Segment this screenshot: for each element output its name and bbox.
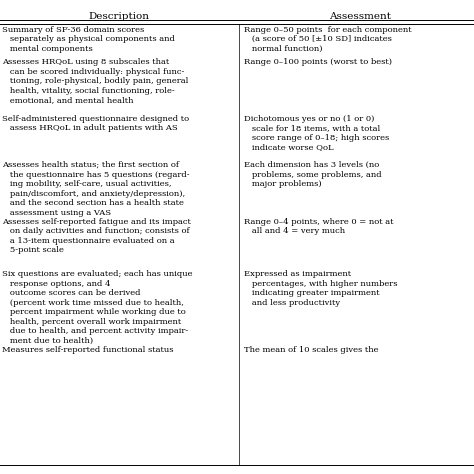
Text: The mean of 10 scales gives the: The mean of 10 scales gives the: [244, 346, 379, 354]
Text: Expressed as impairment
   percentages, with higher numbers
   indicating greate: Expressed as impairment percentages, wit…: [244, 270, 398, 307]
Text: Six questions are evaluated; each has unique
   response options, and 4
   outco: Six questions are evaluated; each has un…: [2, 270, 193, 345]
Text: Measures self-reported functional status: Measures self-reported functional status: [2, 346, 174, 354]
Text: Description: Description: [88, 12, 149, 21]
Text: Range 0–100 points (worst to best): Range 0–100 points (worst to best): [244, 58, 392, 66]
Text: Dichotomous yes or no (1 or 0)
   scale for 18 items, with a total
   score rang: Dichotomous yes or no (1 or 0) scale for…: [244, 115, 389, 151]
Text: Assesses HRQoL using 8 subscales that
   can be scored individually: physical fu: Assesses HRQoL using 8 subscales that ca…: [2, 58, 189, 104]
Text: Assessment: Assessment: [329, 12, 391, 21]
Text: Each dimension has 3 levels (no
   problems, some problems, and
   major problem: Each dimension has 3 levels (no problems…: [244, 161, 382, 188]
Text: Range 0–4 points, where 0 = not at
   all and 4 = very much: Range 0–4 points, where 0 = not at all a…: [244, 218, 393, 235]
Text: Self-administered questionnaire designed to
   assess HRQoL in adult patients wi: Self-administered questionnaire designed…: [2, 115, 190, 132]
Text: Range 0–50 points  for each component
   (a score of 50 [±10 SD] indicates
   no: Range 0–50 points for each component (a …: [244, 26, 412, 53]
Text: Assesses health status; the first section of
   the questionnaire has 5 question: Assesses health status; the first sectio…: [2, 161, 190, 217]
Text: Assesses self-reported fatigue and its impact
   on daily activities and functio: Assesses self-reported fatigue and its i…: [2, 218, 191, 254]
Text: Summary of SF-36 domain scores
   separately as physical components and
   menta: Summary of SF-36 domain scores separatel…: [2, 26, 175, 53]
